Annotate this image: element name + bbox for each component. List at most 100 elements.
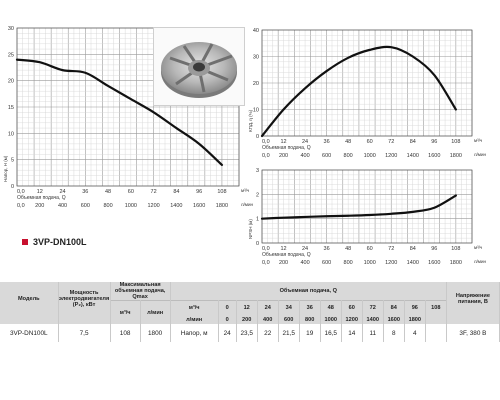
series-line — [260, 45, 457, 138]
header-voltage: Напряжение питания, В — [446, 282, 500, 315]
x-tick-label: 96 — [431, 246, 437, 252]
model-title: 3VP-DN100L — [22, 237, 87, 247]
x2-tick-label: 600 — [81, 203, 90, 209]
row-model: 3VP-DN100L — [0, 324, 59, 342]
x-tick-label: 60 — [367, 139, 373, 145]
x2-tick-label: 1000 — [364, 153, 376, 159]
x-axis-label: Объемная подача, Q — [262, 252, 311, 258]
head-value-cell: 4 — [404, 324, 426, 342]
x-tick-label: 72 — [151, 189, 157, 195]
x-tick-label: 108 — [451, 139, 460, 145]
head-value-cell: 24 — [218, 324, 237, 342]
x-tick-label: 84 — [410, 246, 416, 252]
y-tick-label: 15 — [8, 105, 14, 111]
header-model: Модель — [0, 282, 59, 315]
x-axis-label: Объемная подача, Q — [17, 195, 66, 201]
header-max-flow: Максимальная объемная подача, Qmax — [110, 282, 171, 301]
header-power: Мощность электродвигателя (P₂), кВт — [58, 282, 111, 315]
model-marker-icon — [22, 239, 28, 245]
x2-unit-label: л/мин — [474, 152, 486, 157]
y-tick-label: 10 — [8, 131, 14, 137]
y-tick-label: 0 — [256, 241, 259, 247]
row-qmax-lmin: 1800 — [140, 324, 171, 342]
x2-tick-label: 1400 — [170, 203, 182, 209]
x2-tick-label: 400 — [58, 203, 67, 209]
x2-tick-label: 200 — [35, 203, 44, 209]
head-value-cell: 23,5 — [236, 324, 258, 342]
x2-tick-label: 400 — [300, 153, 309, 159]
flow-lmin-cell: 400 — [257, 315, 279, 324]
x-axis-label: Объемная подача, Q — [262, 145, 311, 151]
y-axis-label: NPSH (м) — [248, 219, 253, 239]
y-tick-label: 0 — [256, 134, 259, 140]
flow-m3-cell: 72 — [362, 300, 384, 315]
impeller-photo — [153, 27, 245, 106]
y-tick-label: 10 — [253, 108, 259, 114]
x2-tick-label: 0,0 — [262, 260, 270, 266]
plot-border — [261, 29, 473, 137]
x-tick-label: 24 — [302, 139, 308, 145]
x2-tick-label: 800 — [344, 260, 353, 266]
head-value-cell: 14 — [341, 324, 363, 342]
flow-lmin-cell: 1800 — [404, 315, 426, 324]
x2-tick-label: 200 — [279, 260, 288, 266]
y-tick-label: 40 — [253, 28, 259, 34]
x2-tick-label: 1200 — [147, 203, 159, 209]
header-unit-m3: м³/ч — [110, 300, 141, 324]
y-tick-label: 5 — [11, 158, 14, 164]
row-qmax-m3: 108 — [110, 324, 141, 342]
x2-tick-label: 0,0 — [262, 153, 270, 159]
x-tick-label: 48 — [345, 139, 351, 145]
x2-tick-label: 1800 — [216, 203, 228, 209]
head-value-cell: 16,5 — [320, 324, 342, 342]
head-value-cell: 21,5 — [278, 324, 300, 342]
y-tick-label: 20 — [8, 79, 14, 85]
x2-tick-label: 600 — [322, 260, 331, 266]
flow-m3-cell: 24 — [257, 300, 279, 315]
x-tick-label: 24 — [59, 189, 65, 195]
flow-lmin-cell: 600 — [278, 315, 300, 324]
x-tick-label: 12 — [37, 189, 43, 195]
plot-border — [16, 27, 240, 187]
header-flow: Объемная подача, Q — [170, 282, 447, 301]
x2-tick-label: 800 — [103, 203, 112, 209]
x-tick-label: 0,0 — [17, 189, 25, 195]
eff-chart: 0 10 20 30 40 0,0 12 24 36 48 60 72 84 96 108 0,0 200 400… — [248, 28, 486, 159]
model-title-text: 3VP-DN100L — [33, 237, 87, 247]
y-axis-label: КПД, η (%) — [248, 109, 253, 132]
x-tick-label: 84 — [173, 189, 179, 195]
x2-tick-label: 600 — [322, 153, 331, 159]
x-tick-label: 84 — [410, 139, 416, 145]
x2-unit-label: л/мин — [474, 259, 486, 264]
y-tick-label: 30 — [8, 26, 14, 32]
x2-tick-label: 1800 — [450, 153, 462, 159]
flow-lmin-cell: 1400 — [362, 315, 384, 324]
x-tick-label: 48 — [345, 246, 351, 252]
row-unit-lmin: л/мин — [170, 315, 219, 324]
spec-table: Модель Мощность электродвигателя (P₂), к… — [0, 282, 500, 342]
x2-tick-label: 800 — [344, 153, 353, 159]
x-tick-label: 96 — [431, 139, 437, 145]
y-axis-label: Напор, H (м) — [3, 155, 8, 182]
x2-tick-label: 1400 — [407, 153, 419, 159]
flow-m3-cell: 0 — [218, 300, 237, 315]
y-tick-label: 20 — [253, 81, 259, 87]
row-unit-m3: м³/ч — [170, 300, 219, 315]
plot-border — [261, 169, 473, 244]
x-tick-label: 60 — [367, 246, 373, 252]
y-tick-label: 2 — [256, 192, 259, 198]
flow-m3-cell: 108 — [425, 300, 447, 315]
x-tick-label: 108 — [451, 246, 460, 252]
x2-tick-label: 1400 — [407, 260, 419, 266]
x2-unit-label: л/мин — [241, 202, 253, 207]
flow-m3-cell: 48 — [320, 300, 342, 315]
flow-lmin-cell: 1200 — [341, 315, 363, 324]
x2-tick-label: 1200 — [385, 153, 397, 159]
flow-m3-cell: 34 — [278, 300, 300, 315]
row-head-label: Напор, м — [170, 324, 219, 342]
y-tick-label: 3 — [256, 168, 259, 174]
y-tick-label: 25 — [8, 52, 14, 58]
head-value-cell: 22 — [257, 324, 279, 342]
x2-tick-label: 1800 — [450, 260, 462, 266]
